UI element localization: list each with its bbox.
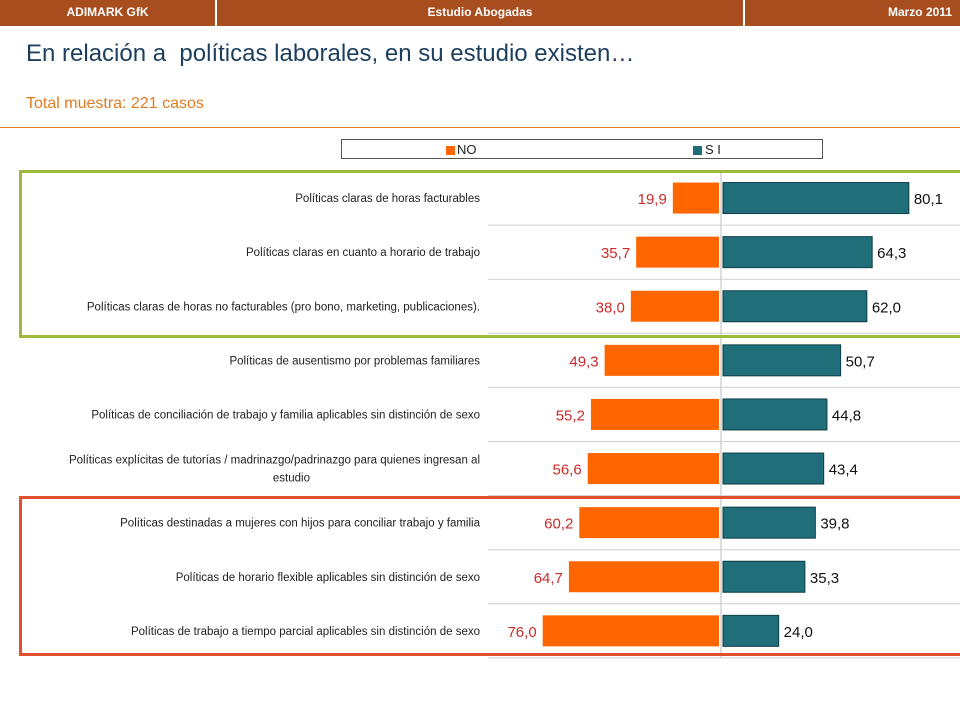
data-label-no: 49,3	[569, 353, 598, 370]
header-separator	[743, 0, 745, 26]
data-label-no: 76,0	[507, 624, 536, 641]
bar-no	[568, 561, 719, 593]
bar-si	[722, 182, 910, 215]
data-label-no: 56,6	[552, 462, 581, 479]
data-label-si: 80,1	[914, 191, 943, 208]
category-label: Políticas destinadas a mujeres con hijos…	[120, 518, 480, 530]
header-study: Estudio Abogadas	[427, 5, 533, 19]
data-label-no: 55,2	[556, 407, 585, 424]
highlight-frame-top	[19, 170, 960, 338]
legend-swatch-si	[693, 146, 702, 155]
data-label-si: 62,0	[872, 299, 901, 316]
data-label-si: 50,7	[846, 353, 875, 370]
category-label: Políticas claras de horas facturables	[295, 193, 480, 205]
data-label-si: 43,4	[829, 462, 858, 479]
title-divider	[0, 127, 960, 128]
category-label: Políticas claras de horas no facturables…	[87, 301, 480, 313]
data-label-no: 35,7	[601, 245, 630, 262]
legend-swatch-no	[446, 146, 455, 155]
data-label-no: 38,0	[596, 299, 625, 316]
sample-size-subtitle: Total muestra: 221 casos	[26, 95, 204, 112]
data-label-no: 60,2	[544, 516, 573, 533]
bar-si	[722, 344, 842, 377]
legend-label-no: NO	[457, 142, 477, 157]
data-label-no: 64,7	[534, 570, 563, 587]
bar-si	[722, 236, 873, 269]
category-label: Políticas de conciliación de trabajo y f…	[91, 409, 480, 421]
header-separator	[215, 0, 217, 26]
category-label: Políticas claras en cuanto a horario de …	[246, 247, 480, 259]
bar-si	[722, 506, 816, 539]
data-label-si: 64,3	[877, 245, 906, 262]
bar-si	[722, 452, 825, 485]
highlight-frame-bottom	[19, 496, 960, 656]
bar-si	[722, 398, 828, 431]
bar-no	[672, 182, 719, 214]
bar-si	[722, 290, 868, 323]
legend-label-si: S I	[705, 142, 721, 157]
bar-no	[604, 344, 719, 376]
header-bar: ADIMARK GfK Estudio Abogadas Marzo 2011	[0, 0, 960, 26]
bar-si	[722, 614, 780, 647]
header-date: Marzo 2011	[887, 5, 952, 19]
bar-no	[587, 453, 719, 485]
bar-no	[590, 398, 719, 430]
category-label: Políticas de horario flexible aplicables…	[176, 572, 480, 584]
category-label: Políticas de ausentismo por problemas fa…	[229, 355, 480, 367]
bar-no	[579, 507, 719, 539]
category-label: Políticas explícitas de tutorías / madri…	[69, 455, 480, 485]
category-label: Políticas de trabajo a tiempo parcial ap…	[131, 626, 480, 638]
bar-no	[636, 236, 719, 268]
chart-legend: NO S I	[341, 139, 823, 159]
data-label-no: 19,9	[638, 191, 667, 208]
header-company: ADIMARK GfK	[66, 5, 149, 19]
data-label-si: 24,0	[784, 624, 813, 641]
data-label-si: 44,8	[832, 407, 861, 424]
bar-no	[542, 615, 719, 647]
data-label-si: 35,3	[810, 570, 839, 587]
data-label-si: 39,8	[820, 516, 849, 533]
bar-si	[722, 560, 806, 593]
bar-no	[630, 290, 719, 322]
page-title: En relación a políticas laborales, en su…	[26, 40, 635, 67]
